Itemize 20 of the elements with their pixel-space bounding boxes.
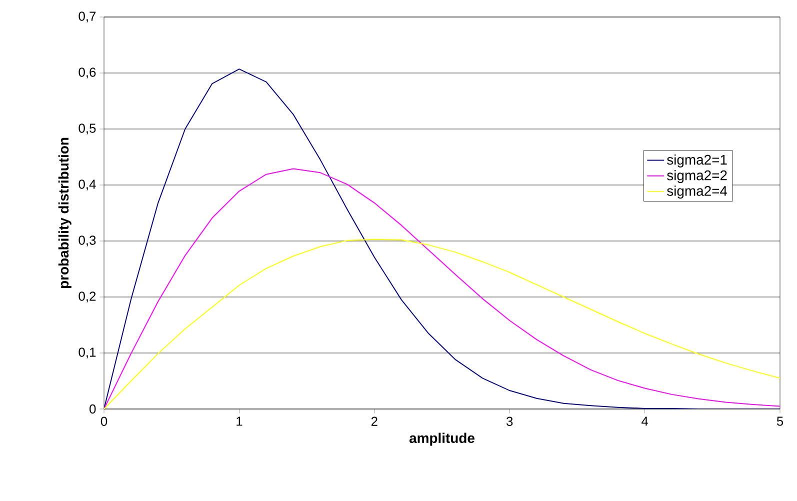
x-tick-label: 4 [642,416,648,426]
x-axis-title: amplitude [409,432,474,446]
y-tick-label: 0,5 [78,124,96,134]
line-series [104,168,780,409]
x-tick-label: 5 [776,416,784,426]
y-tick-label: 0,3 [78,236,96,246]
y-tick-label: 0,4 [78,180,96,190]
y-tick-label: 0,7 [78,12,96,22]
y-tick-label: 0,1 [78,348,96,358]
legend-label: sigma2=1 [667,154,727,168]
legend-label: sigma2=2 [667,170,727,184]
x-tick-label: 2 [371,416,378,426]
x-tick-label: 3 [506,416,513,426]
x-tick-label: 1 [236,416,242,426]
y-tick-label: 0,2 [78,292,96,302]
y-tick-label: 0 [90,404,96,414]
y-tick-label: 0,6 [78,68,96,78]
y-axis-title: probability distribution [58,138,72,288]
x-tick-label: 0 [100,416,108,426]
legend-label: sigma2=4 [667,186,728,199]
